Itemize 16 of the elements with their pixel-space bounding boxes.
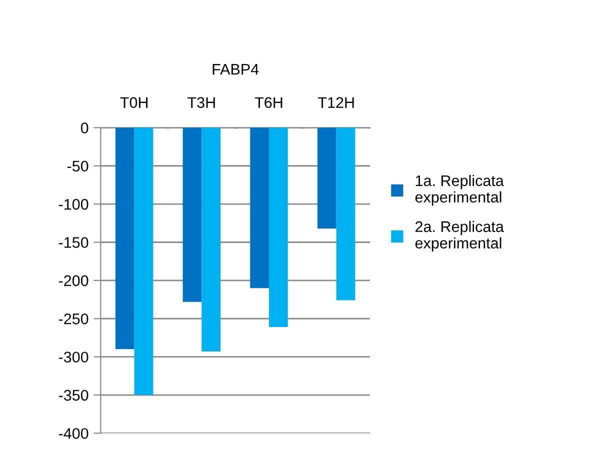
legend-label: 1a. Replicata experimental	[415, 174, 504, 206]
y-tick-label: -50	[67, 160, 88, 172]
x-axis-title: FABP4	[212, 64, 259, 75]
y-tick-label: -400	[58, 428, 88, 439]
y-tick-label: 0	[80, 122, 88, 134]
y-tick-label: -100	[58, 198, 88, 210]
y-tick-label: -150	[58, 237, 88, 248]
x-tick-label: T3H	[188, 97, 215, 108]
y-tick-label: -350	[58, 390, 88, 401]
x-tick-label: T12H	[318, 97, 354, 108]
x-tick-label: T6H	[254, 97, 282, 108]
x-tick-label: T0H	[120, 97, 148, 108]
y-tick-label: -300	[58, 352, 88, 363]
legend-label: 2a. Replicata experimental	[415, 220, 504, 252]
y-tick-label: -200	[58, 275, 88, 286]
y-tick-label: -250	[58, 314, 88, 324]
